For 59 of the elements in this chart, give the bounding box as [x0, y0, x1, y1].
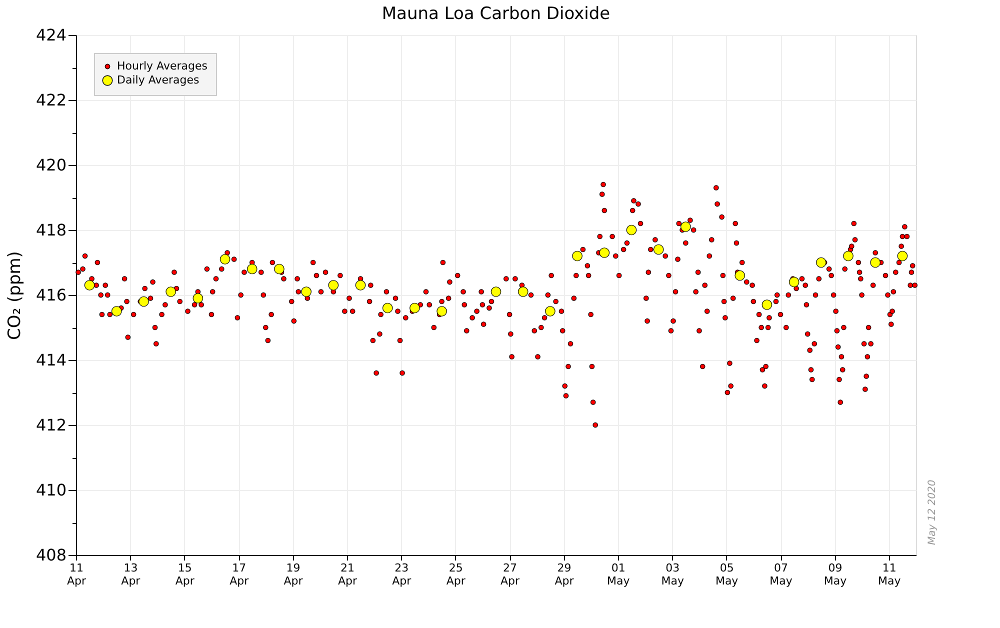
point — [220, 254, 230, 264]
y-tick-label: 420 — [36, 156, 66, 174]
legend-label: Hourly Averages — [117, 60, 208, 72]
x-tick-label: 01 May — [607, 562, 630, 588]
x-tick-label: 07 May — [770, 562, 793, 588]
y-axis-title: CO₂ (ppm) — [4, 251, 25, 340]
x-tick-label: 13 Apr — [121, 562, 141, 588]
y-tick-label: 418 — [36, 220, 66, 240]
x-tick-label: 23 Apr — [392, 562, 412, 588]
x-tick-label: 21 Apr — [338, 562, 358, 588]
point — [382, 302, 393, 314]
point — [301, 286, 312, 297]
point — [626, 224, 637, 236]
y-tick-label: 424 — [36, 26, 66, 44]
point — [328, 280, 339, 290]
point — [436, 306, 447, 316]
x-tick-label: 11 Apr — [66, 562, 86, 588]
point — [572, 250, 582, 262]
x-tick-label: 11 May — [878, 562, 902, 588]
point — [788, 276, 800, 288]
x-tick-label: 03 May — [661, 562, 684, 588]
point — [870, 257, 881, 268]
y-tick-label: 410 — [36, 480, 66, 500]
x-tick-label: 27 Apr — [500, 562, 520, 588]
y-tick-label: 408 — [36, 546, 66, 564]
point — [246, 264, 258, 274]
y-tick-label: 414 — [36, 350, 66, 370]
point — [111, 306, 122, 316]
x-tick-label: 09 May — [824, 562, 848, 588]
legend-label: Daily Averages — [117, 74, 200, 86]
x-tick-label: 25 Apr — [446, 562, 466, 588]
text: May 12 2020 — [927, 480, 938, 545]
point — [816, 257, 826, 268]
y-tick-label: 422 — [36, 90, 66, 110]
point — [192, 293, 204, 304]
y-tick-label: 416 — [36, 286, 66, 304]
point — [599, 248, 610, 258]
chart-title: Mauna Loa Carbon Dioxide — [382, 4, 610, 24]
x-tick-label: 15 Apr — [175, 562, 195, 588]
point — [734, 270, 746, 281]
point — [843, 250, 854, 262]
x-tick-label: 19 Apr — [284, 562, 304, 588]
point — [84, 280, 95, 290]
x-tick-label: 17 Apr — [230, 562, 250, 588]
point — [490, 286, 502, 297]
point — [166, 286, 176, 297]
point — [762, 300, 772, 310]
point — [410, 302, 420, 314]
point — [653, 244, 664, 255]
point — [138, 296, 149, 307]
x-tick-label: 29 Apr — [554, 562, 574, 588]
point — [274, 264, 284, 274]
point — [355, 280, 366, 290]
x-tick-label: 05 May — [715, 562, 739, 588]
y-tick-label: 412 — [36, 416, 66, 434]
point — [545, 306, 556, 316]
point — [897, 250, 908, 262]
point — [680, 222, 691, 232]
point — [518, 286, 528, 297]
